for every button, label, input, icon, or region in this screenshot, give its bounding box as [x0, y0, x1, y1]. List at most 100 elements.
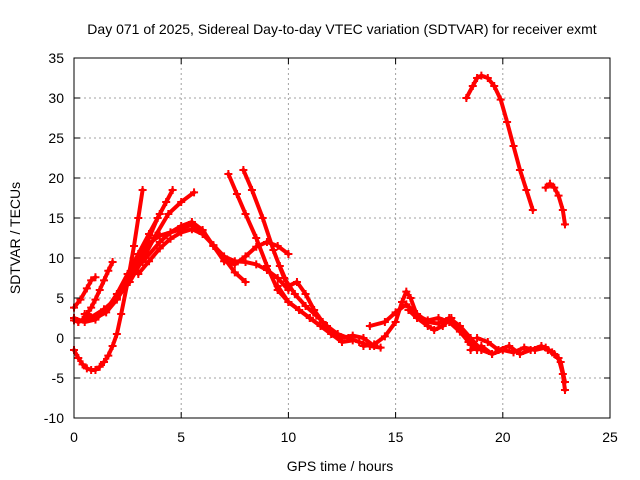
data-point [134, 254, 143, 262]
plot-frame [73, 57, 611, 419]
data-point [301, 290, 310, 298]
y-tick-label: -5 [52, 370, 65, 386]
data-point [232, 190, 241, 198]
data-point [380, 318, 389, 326]
data-point [209, 242, 218, 250]
data-point [91, 295, 100, 304]
data-point [391, 318, 400, 326]
data-point [423, 322, 432, 330]
data-point [550, 350, 559, 358]
data-point [464, 338, 473, 346]
data-point [252, 260, 261, 269]
data-point [177, 222, 186, 230]
data-point [494, 346, 503, 354]
data-point [138, 258, 147, 266]
data-point [104, 266, 113, 275]
data-point [134, 270, 143, 278]
data-point [520, 343, 529, 352]
data-point [123, 274, 132, 282]
data-point [187, 218, 196, 226]
data-point [537, 342, 546, 350]
data-point [82, 364, 91, 373]
data-point [100, 276, 109, 285]
data-point [247, 186, 256, 194]
data-point [100, 305, 109, 314]
data-point [560, 378, 569, 386]
data-point [515, 166, 524, 174]
data-point [455, 326, 464, 334]
x-axis-label: GPS time / hours [287, 458, 394, 474]
data-point [295, 306, 304, 314]
data-point [359, 334, 368, 342]
data-point [104, 351, 113, 360]
x-tick-label: 0 [70, 429, 78, 445]
y-tick-label: 20 [48, 170, 64, 186]
chart-title: Day 071 of 2025, Sidereal Day-to-day VTE… [87, 21, 596, 37]
data-point [359, 342, 368, 350]
data-point [87, 313, 96, 322]
data-point [292, 278, 301, 286]
data-point [327, 330, 336, 338]
data-point [241, 210, 250, 218]
data-point [82, 284, 91, 293]
y-tick-label: 30 [48, 90, 64, 106]
data-point [87, 276, 96, 285]
data-point [503, 118, 512, 126]
data-point [560, 220, 569, 229]
data-point [488, 350, 497, 358]
data-point [355, 338, 364, 346]
data-point [284, 298, 293, 306]
data-point [496, 95, 505, 104]
data-point [230, 268, 239, 277]
data-point [269, 246, 278, 254]
series-track-15 [367, 302, 484, 352]
data-point [166, 228, 175, 237]
y-tick-label: 15 [48, 210, 64, 226]
y-tick-label: -10 [44, 410, 64, 426]
y-tick-label: 0 [56, 330, 64, 346]
data-point [112, 294, 121, 302]
x-tick-label: 20 [495, 429, 511, 445]
data-point [91, 273, 100, 282]
data-point [556, 358, 565, 366]
data-point [515, 350, 524, 358]
data-point [301, 302, 310, 310]
y-axis-label: SDTVAR / TECUs [7, 182, 23, 294]
data-point [87, 303, 96, 312]
data-point [522, 186, 531, 194]
y-tick-label: 10 [48, 250, 64, 266]
data-point [80, 310, 89, 318]
data-point [74, 354, 83, 362]
data-point [402, 300, 411, 309]
data-point [117, 310, 126, 318]
data-point [318, 318, 327, 326]
data-point [108, 342, 117, 350]
data-point [273, 282, 282, 290]
data-point [310, 306, 319, 314]
data-point [224, 170, 233, 178]
data-point [284, 250, 293, 258]
data-point [554, 191, 563, 200]
data-point [305, 314, 314, 322]
data-point [145, 239, 154, 248]
data-point [462, 94, 471, 102]
y-tick-label: 25 [48, 130, 64, 146]
data-point [100, 358, 109, 366]
data-point [262, 262, 271, 270]
data-point [370, 340, 379, 349]
data-point [376, 343, 385, 352]
data-point [348, 331, 357, 340]
data-point [164, 210, 173, 218]
series-track-6 [76, 190, 197, 324]
data-point [413, 314, 422, 322]
data-point [290, 290, 299, 298]
data-point [241, 252, 250, 261]
data-point [74, 318, 83, 326]
data-point [477, 342, 486, 350]
data-point [398, 298, 407, 306]
data-point [406, 294, 415, 302]
y-tick-label: 5 [56, 290, 64, 306]
data-point [95, 286, 104, 294]
data-point [391, 308, 400, 317]
